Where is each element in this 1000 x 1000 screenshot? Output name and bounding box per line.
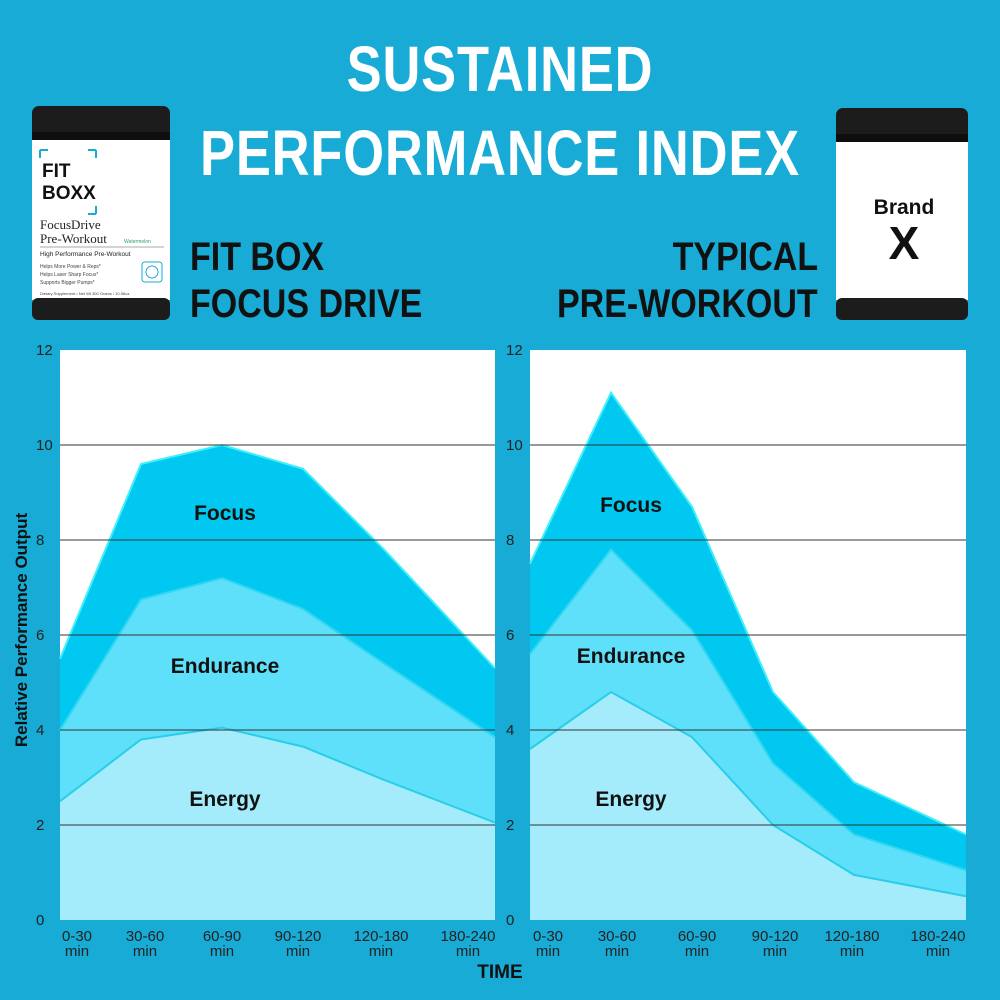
chart-2-xtick-label: 60-90 min [678,928,716,960]
jar-tagline: High Performance Pre-Workout [40,251,131,258]
brand-x-label-line-1: Brand [874,196,935,219]
chart-2-ytick-label: 6 [506,627,514,644]
jar-logo-line-1: FIT [42,161,71,182]
jar-logo-line-2: BOXX [42,183,96,204]
chart-1-xtick-label: 60-90 min [203,928,241,960]
chart-2-ytick-label: 8 [506,532,514,549]
jar-flavor: Watermelon [124,239,151,245]
jar-footer: Dietary Supplement • Net Wt 300 Grams / … [40,291,129,296]
chart-1-xtick-label: 30-60 min [126,928,164,960]
jar-product-line-1: FocusDrive [40,217,101,232]
chart-2-series-label-focus: Focus [600,494,662,517]
chart-2-xtick-label: 90-120 min [752,928,799,960]
chart-2-xtick-label: 0-30 min [533,928,563,960]
title-line-2: PERFORMANCE INDEX [199,117,801,189]
chart-2-line-focus [529,390,967,836]
left-product-name-line-1: FIT BOX [190,235,325,279]
jar-bullet-2: Helps Laser Sharp Focus* [40,272,98,278]
chart-1-series-label-endurance: Endurance [171,655,280,678]
chart-1-line-focus [59,443,496,669]
jar-product-line-2: Pre-Workout [40,231,107,246]
chart-2-xtick-label: 120-180 min [824,928,879,960]
chart-1-xtick-label: 90-120 min [275,928,322,960]
chart-1-xtick-label: 120-180 min [353,928,408,960]
chart-1-ytick-label: 8 [36,532,44,549]
chart-2-series-label-energy: Energy [595,788,667,811]
chart-1-ytick-label: 12 [36,342,53,359]
chart-2-series-label-endurance: Endurance [577,645,686,668]
title-line-1: SUSTAINED [346,33,654,105]
chart-1-ytick-label: 6 [36,627,44,644]
chart-1-xtick-label: 180-240 min [440,928,495,960]
chart-2-ytick-label: 4 [506,722,514,739]
chart-1-ytick-label: 2 [36,817,44,834]
brand-x-jar-image: Brand X [836,108,968,320]
chart-1-ytick-label: 0 [36,912,44,929]
chart-1-ytick-label: 4 [36,722,44,739]
y-axis-label: Relative Performance Output [12,512,31,748]
x-axis-label: TIME [477,962,523,983]
chart-1-ytick-label: 10 [36,437,53,454]
chart-2-ytick-label: 12 [506,342,523,359]
chart-1-area-energy [60,727,495,920]
chart-1-xtick-label: 0-30 min [62,928,92,960]
chart-1-line-energy [59,726,496,824]
chart-1-series-label-focus: Focus [194,502,256,525]
right-product-name-line-1: TYPICAL [672,235,818,279]
chart-2-line-endurance [529,547,967,872]
jar-bullet-1: Helps More Power & Reps* [40,264,101,270]
fit-boxx-jar-image: FIT BOXX FocusDrive Pre-Workout Watermel… [32,106,170,320]
chart-2-line-energy [529,690,967,898]
chart-2-area-energy [530,692,966,920]
chart-2-xtick-label: 30-60 min [598,928,636,960]
chart-2-ytick-label: 0 [506,912,514,929]
chart-2-xtick-label: 180-240 min [910,928,965,960]
brand-x-label-line-2: X [889,217,920,269]
right-product-name-line-2: PRE-WORKOUT [557,282,818,326]
left-product-name-line-2: FOCUS DRIVE [190,282,423,326]
chart-2-ytick-label: 10 [506,437,523,454]
chart-1-series-label-energy: Energy [189,788,261,811]
jar-bullet-3: Supports Bigger Pumps* [40,280,95,286]
chart-2-ytick-label: 2 [506,817,514,834]
chart-1-line-endurance [59,576,496,738]
